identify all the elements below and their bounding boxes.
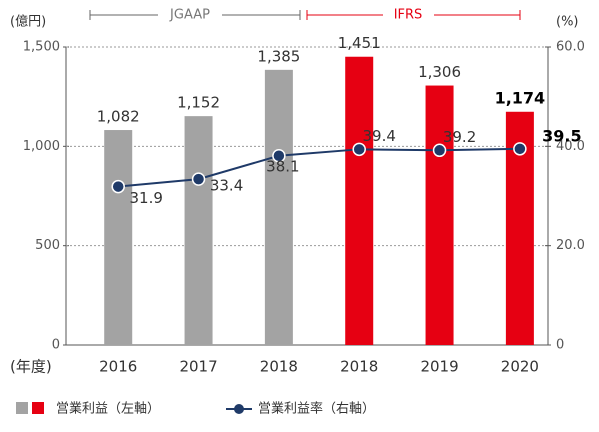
bar [104, 130, 133, 345]
line-value-label: 33.4 [210, 177, 243, 195]
x-tick-label: 2019 [420, 358, 458, 376]
x-axis-label: (年度) [10, 358, 52, 376]
annotation: IFRS [394, 8, 423, 23]
y2-axis-label: (%) [556, 15, 579, 30]
y-tick-label: 0 [52, 338, 60, 353]
line-value-label: 38.1 [266, 157, 299, 175]
bar [345, 56, 374, 345]
legend-marker [234, 404, 244, 414]
legend-swatch [16, 402, 28, 414]
line-value-label: 31.9 [130, 189, 163, 207]
legend-swatch [32, 402, 44, 414]
jgaap-bracket [89, 10, 301, 20]
annotation: JGAAP [169, 8, 210, 23]
y-tick-label: 1,000 [23, 139, 60, 154]
y-tick-label: 500 [35, 238, 60, 253]
bar-value-label: 1,174 [495, 88, 546, 107]
y-tick-label: 1,500 [23, 40, 60, 55]
line-marker [513, 142, 527, 156]
line-marker [432, 143, 447, 158]
ifrs-bracket [306, 10, 521, 20]
line-marker [352, 142, 366, 157]
line-marker [111, 179, 125, 194]
bar [264, 69, 293, 345]
y2-tick-label: 60.0 [556, 40, 585, 55]
x-tick-label: 2016 [99, 358, 137, 376]
line-marker [272, 149, 286, 163]
legend-label: 営業利益（左軸） [56, 401, 160, 417]
y2-tick-label: 0 [556, 338, 564, 353]
x-tick-label: 2018 [260, 358, 298, 376]
y2-tick-label: 20.0 [556, 238, 585, 253]
line-marker [191, 172, 206, 186]
y2-tick-label: 40.0 [556, 139, 585, 154]
x-tick-label: 2020 [501, 358, 539, 376]
x-tick-label: 2017 [179, 358, 217, 376]
y-axis-label: (億円) [10, 14, 46, 30]
bar-value-label: 1,306 [418, 63, 461, 81]
line-value-label: 39.4 [363, 127, 396, 145]
bar [184, 116, 213, 345]
x-tick-label: 2018 [340, 358, 378, 376]
bar-value-label: 1,451 [338, 34, 381, 52]
bar-value-label: 1,152 [177, 94, 220, 112]
line [118, 147, 520, 188]
bar [425, 85, 454, 346]
bar-value-label: 1,082 [97, 108, 140, 126]
line-value-label: 39.2 [443, 128, 476, 146]
bar-value-label: 1,385 [257, 47, 300, 65]
legend-label: 営業利益率（右軸） [258, 401, 375, 417]
line-value-label: 39.5 [542, 126, 581, 145]
